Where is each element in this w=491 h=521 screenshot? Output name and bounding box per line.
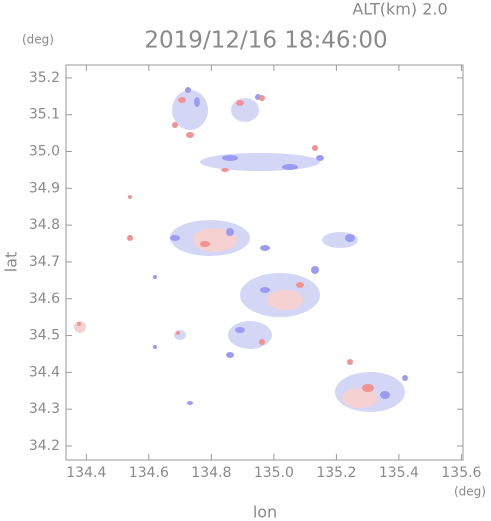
x-axis-label: lon (253, 503, 277, 521)
y-tick-label: 34.5 (29, 328, 60, 344)
x-unit: (deg) (454, 485, 486, 499)
y-tick-label: 34.6 (29, 291, 60, 307)
y-tick-label: 34.4 (29, 364, 60, 380)
y-tick-label: 35.2 (29, 70, 60, 86)
y-tick-label: 35.0 (29, 144, 60, 160)
x-tick-label: 135.4 (379, 465, 419, 481)
y-tick-label: 34.9 (29, 180, 60, 196)
x-tick-label: 134.8 (191, 465, 231, 481)
x-tick-label: 134.4 (66, 465, 106, 481)
y-axis-label: lat (2, 252, 21, 273)
y-tick-label: 34.8 (29, 217, 60, 233)
x-tick-label: 134.6 (129, 465, 169, 481)
x-tick-label: 135.2 (316, 465, 356, 481)
echo-field (74, 87, 408, 412)
x-tick-label: 135.0 (254, 465, 294, 481)
altitude-label: ALT(km) 2.0 (352, 0, 447, 19)
chart-title: 2019/12/16 18:46:00 (144, 28, 387, 54)
plot-frame (65, 64, 464, 461)
y-tick-label: 34.3 (29, 401, 60, 417)
y-tick-label: 34.7 (29, 254, 60, 270)
y-unit: (deg) (22, 33, 54, 47)
y-tick-label: 35.1 (29, 107, 60, 123)
y-tick-label: 34.2 (29, 438, 60, 454)
x-tick-label: 135.6 (441, 465, 481, 481)
